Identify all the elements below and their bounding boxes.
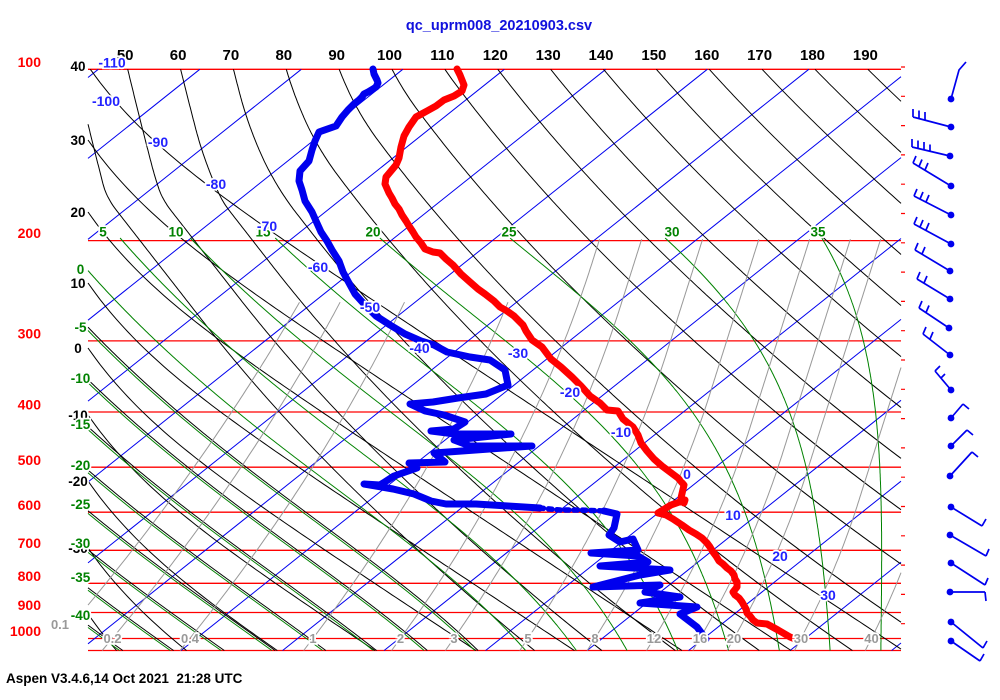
svg-text:-5: -5 bbox=[74, 320, 86, 335]
svg-text:-15: -15 bbox=[71, 417, 91, 432]
svg-text:0: 0 bbox=[77, 262, 85, 277]
svg-text:40: 40 bbox=[864, 631, 878, 646]
svg-text:1: 1 bbox=[309, 631, 316, 646]
svg-text:-40: -40 bbox=[71, 608, 91, 623]
svg-text:160: 160 bbox=[694, 47, 719, 64]
svg-text:100: 100 bbox=[18, 54, 42, 70]
svg-text:40: 40 bbox=[70, 59, 85, 74]
svg-text:-70: -70 bbox=[257, 218, 277, 234]
svg-text:30: 30 bbox=[664, 224, 679, 239]
svg-text:300: 300 bbox=[18, 326, 42, 342]
svg-text:-30: -30 bbox=[71, 536, 91, 551]
svg-text:10: 10 bbox=[168, 224, 183, 239]
svg-text:0: 0 bbox=[683, 466, 691, 482]
svg-text:0.4: 0.4 bbox=[181, 631, 200, 646]
svg-text:3: 3 bbox=[450, 631, 457, 646]
svg-text:-110: -110 bbox=[98, 54, 125, 70]
svg-text:110: 110 bbox=[430, 47, 454, 64]
svg-text:20: 20 bbox=[70, 205, 85, 220]
svg-text:10: 10 bbox=[70, 276, 85, 291]
svg-text:60: 60 bbox=[170, 47, 187, 64]
svg-text:-35: -35 bbox=[71, 570, 91, 585]
svg-text:5: 5 bbox=[99, 224, 107, 239]
svg-text:190: 190 bbox=[853, 47, 878, 64]
svg-text:50: 50 bbox=[117, 47, 134, 64]
svg-text:100: 100 bbox=[377, 47, 402, 64]
svg-text:25: 25 bbox=[501, 224, 517, 239]
svg-text:-90: -90 bbox=[148, 134, 168, 150]
svg-text:qc_uprm008_20210903.csv: qc_uprm008_20210903.csv bbox=[406, 18, 592, 34]
svg-text:35: 35 bbox=[810, 224, 826, 239]
svg-text:500: 500 bbox=[18, 452, 42, 468]
svg-text:-60: -60 bbox=[308, 259, 328, 275]
svg-text:0: 0 bbox=[74, 341, 82, 356]
svg-text:700: 700 bbox=[18, 535, 42, 551]
svg-text:-40: -40 bbox=[409, 340, 429, 356]
svg-text:140: 140 bbox=[588, 47, 613, 64]
svg-text:900: 900 bbox=[18, 597, 42, 613]
svg-text:5: 5 bbox=[524, 631, 531, 646]
svg-text:20: 20 bbox=[727, 631, 741, 646]
svg-text:20: 20 bbox=[365, 224, 380, 239]
svg-text:20: 20 bbox=[772, 548, 788, 564]
svg-text:-100: -100 bbox=[92, 93, 120, 109]
svg-text:-10: -10 bbox=[611, 424, 631, 440]
svg-text:30: 30 bbox=[820, 587, 836, 603]
svg-text:2: 2 bbox=[397, 631, 404, 646]
svg-text:70: 70 bbox=[223, 47, 240, 64]
svg-text:15: 15 bbox=[255, 224, 271, 239]
svg-text:-10: -10 bbox=[71, 371, 91, 386]
svg-text:90: 90 bbox=[328, 47, 345, 64]
svg-text:1000: 1000 bbox=[10, 623, 41, 639]
svg-text:600: 600 bbox=[18, 497, 42, 513]
svg-text:-25: -25 bbox=[71, 497, 91, 512]
svg-text:130: 130 bbox=[536, 47, 561, 64]
svg-text:170: 170 bbox=[747, 47, 772, 64]
svg-text:16: 16 bbox=[693, 631, 707, 646]
svg-text:30: 30 bbox=[794, 631, 808, 646]
svg-text:80: 80 bbox=[275, 47, 292, 64]
svg-text:-80: -80 bbox=[206, 176, 226, 192]
svg-text:150: 150 bbox=[641, 47, 666, 64]
svg-text:-20: -20 bbox=[71, 458, 91, 473]
svg-text:12: 12 bbox=[647, 631, 661, 646]
svg-text:-50: -50 bbox=[360, 299, 380, 315]
svg-text:30: 30 bbox=[70, 133, 85, 148]
svg-text:180: 180 bbox=[800, 47, 825, 64]
svg-text:8: 8 bbox=[591, 631, 598, 646]
svg-text:-30: -30 bbox=[508, 345, 528, 361]
svg-text:-20: -20 bbox=[560, 384, 580, 400]
svg-text:-30: -30 bbox=[68, 541, 88, 556]
svg-text:800: 800 bbox=[18, 568, 42, 584]
svg-text:0.2: 0.2 bbox=[103, 631, 121, 646]
svg-text:10: 10 bbox=[725, 507, 741, 523]
svg-text:-20: -20 bbox=[68, 474, 88, 489]
svg-text:400: 400 bbox=[18, 397, 42, 413]
svg-text:120: 120 bbox=[483, 47, 508, 64]
svg-text:200: 200 bbox=[18, 225, 42, 241]
svg-text:0.1: 0.1 bbox=[51, 617, 69, 632]
svg-text:Aspen V3.4.6,14 Oct 2021 21:2: Aspen V3.4.6,14 Oct 2021 21:28 UTC bbox=[6, 671, 243, 686]
svg-text:-10: -10 bbox=[68, 408, 88, 423]
